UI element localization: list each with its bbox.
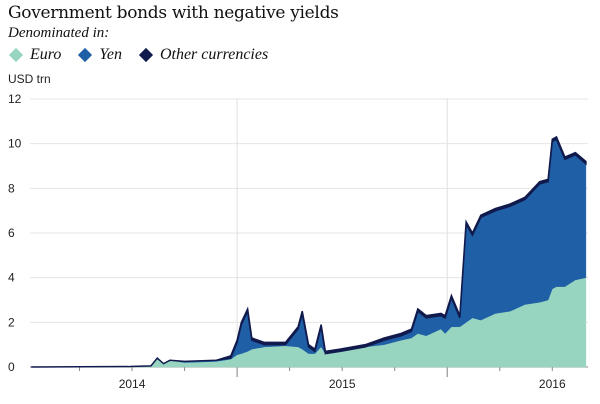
- y-tick-label: 6: [8, 226, 15, 240]
- legend-label: Euro: [30, 46, 62, 63]
- y-tick-label: 4: [8, 271, 15, 285]
- legend-item-euro: Euro: [8, 46, 61, 64]
- y-tick-label: 8: [8, 181, 15, 195]
- x-tick-label: 2016: [539, 377, 566, 391]
- chart-subtitle: Denominated in:: [8, 25, 110, 41]
- y-tick-label: 10: [8, 137, 22, 151]
- legend-item-other: Other currencies: [138, 46, 268, 64]
- legend-item-yen: Yen: [77, 46, 122, 64]
- x-tick-label: 2014: [119, 377, 146, 391]
- y-tick-label: 12: [8, 92, 22, 106]
- y-tick-label: 2: [8, 315, 15, 329]
- x-tick-label: 2015: [329, 377, 356, 391]
- legend-label: Yen: [99, 46, 122, 63]
- area-other-currencies: [31, 135, 587, 368]
- legend-label: Other currencies: [159, 46, 269, 63]
- y-tick-label: 0: [8, 360, 15, 374]
- chart-title: Government bonds with negative yields: [8, 3, 339, 23]
- y-axis-label: USD trn: [8, 72, 51, 86]
- legend: Euro Yen Other currencies: [8, 46, 268, 64]
